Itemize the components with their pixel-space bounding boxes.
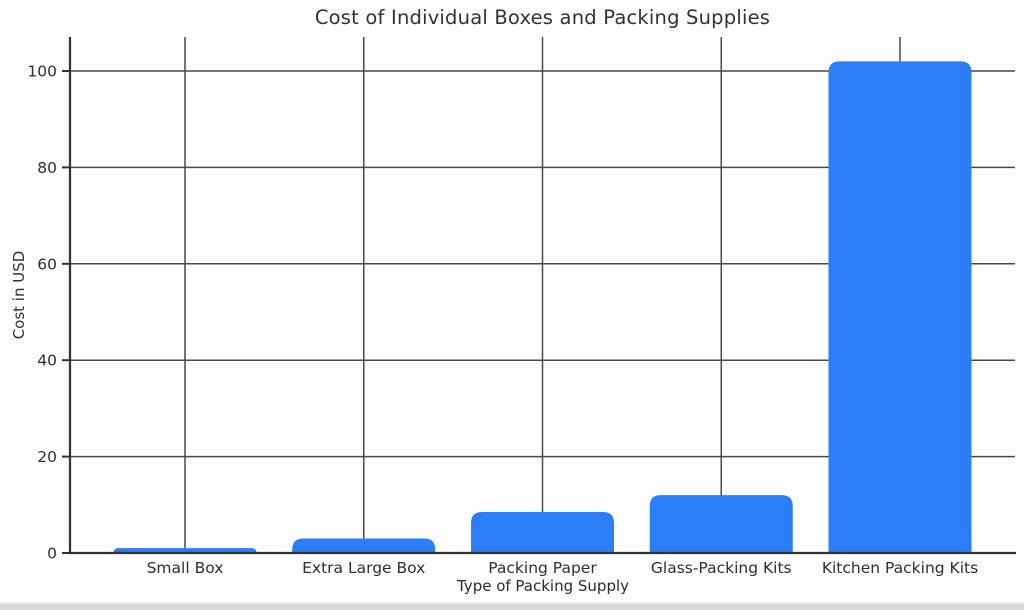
chart-title: Cost of Individual Boxes and Packing Sup… — [314, 6, 771, 29]
bar-packing-paper — [471, 512, 614, 553]
y-tick-label-40: 40 — [37, 352, 57, 370]
y-tick-label-80: 80 — [37, 159, 57, 177]
y-tick-label-20: 20 — [37, 448, 57, 466]
x-category-label-kitchen-packing-kits: Kitchen Packing Kits — [822, 559, 978, 577]
y-tick-label-0: 0 — [47, 545, 57, 563]
bar-extra-large-box — [292, 538, 436, 553]
bar-glass-packing-kits — [649, 495, 793, 553]
y-axis-title: Cost in USD — [10, 250, 28, 340]
y-tick-label-60: 60 — [37, 255, 57, 273]
x-category-label-glass-packing-kits: Glass-Packing Kits — [651, 559, 792, 577]
y-tick-label-100: 100 — [27, 63, 57, 81]
bar-small-box — [113, 548, 257, 553]
x-category-label-small-box: Small Box — [147, 559, 224, 577]
x-category-label-packing-paper: Packing Paper — [488, 559, 597, 577]
x-category-label-extra-large-box: Extra Large Box — [302, 559, 425, 577]
bottom-artifact-strip — [0, 602, 1024, 610]
x-axis-title: Type of Packing Supply — [456, 577, 630, 595]
bar-kitchen-packing-kits — [828, 61, 972, 554]
